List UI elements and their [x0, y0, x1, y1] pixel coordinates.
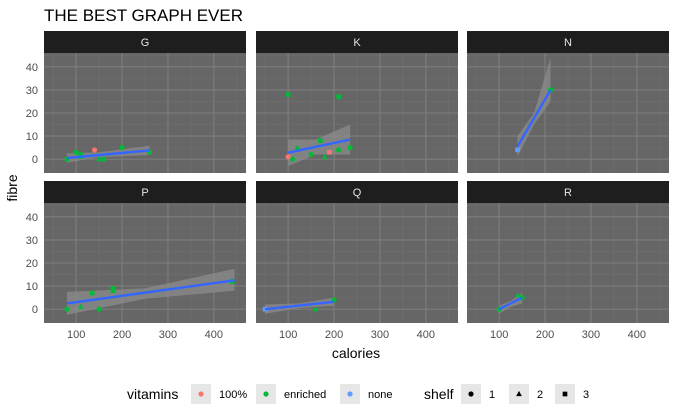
x-tick-label: 100	[67, 329, 85, 341]
facet-panel-g: G	[44, 31, 246, 173]
x-tick-label: 100	[490, 329, 508, 341]
y-tick-label: 30	[26, 235, 38, 247]
x-tick-label: 200	[536, 329, 554, 341]
data-point	[64, 306, 70, 312]
data-point	[96, 306, 102, 312]
y-tick-label: 0	[32, 304, 38, 316]
regression-line	[265, 300, 335, 311]
data-point	[290, 156, 296, 162]
data-point	[336, 147, 342, 153]
y-tick-label: 30	[26, 85, 38, 97]
x-tick-label: 100	[279, 329, 297, 341]
legend-key-square-marker	[562, 391, 568, 397]
legend-label: none	[368, 389, 392, 401]
regression-line	[287, 138, 351, 154]
x-tick-label: 200	[325, 329, 343, 341]
legend-key-none-marker	[347, 391, 353, 397]
data-point	[347, 145, 353, 150]
legend-key-100pct-marker	[198, 391, 204, 397]
data-point	[336, 94, 341, 100]
data-point	[101, 156, 107, 162]
facet-strip	[467, 31, 669, 53]
y-tick-label: 10	[26, 131, 38, 143]
x-tick-label: 400	[205, 329, 223, 341]
y-tick-label: 40	[26, 212, 38, 224]
y-tick-label: 20	[26, 108, 38, 120]
legend-label: 2	[537, 389, 543, 401]
x-tick-label: 300	[371, 329, 389, 341]
facet-strip-label: P	[141, 187, 148, 199]
y-tick-label: 10	[26, 281, 38, 293]
data-point	[308, 151, 314, 158]
x-tick-label: 400	[628, 329, 646, 341]
facet-strip	[467, 181, 669, 203]
data-point	[285, 154, 291, 160]
data-point	[89, 290, 95, 296]
data-point	[119, 145, 125, 151]
facet-panel-p: P	[44, 181, 246, 323]
y-tick-label: 20	[26, 258, 38, 270]
facet-strip-label: N	[564, 37, 572, 49]
data-point	[73, 149, 79, 155]
legend-title-shelf: shelf	[424, 386, 454, 402]
y-tick-label: 40	[26, 62, 38, 74]
data-point	[110, 286, 116, 291]
facet-panels: G K N P Q R	[44, 31, 669, 323]
data-point	[317, 138, 323, 144]
data-point	[519, 295, 525, 300]
facet-strip-label: R	[564, 187, 572, 199]
x-tick-label: 200	[113, 329, 131, 341]
y-axis-title: fibre	[4, 174, 20, 201]
x-axis-title: calories	[332, 345, 380, 361]
facet-strip	[44, 31, 246, 53]
facet-panel-r: R	[467, 181, 669, 323]
data-point	[77, 303, 84, 309]
facet-strip-label: K	[353, 37, 361, 49]
regression-line	[66, 279, 235, 305]
x-tick-label: 400	[417, 329, 435, 341]
data-point	[285, 92, 291, 97]
legend-key-triangle-marker	[516, 390, 522, 397]
legend-label: 1	[489, 389, 495, 401]
legend-key-circle-marker	[468, 391, 474, 397]
regression-line	[498, 296, 523, 311]
y-tick-label: 0	[32, 154, 38, 166]
data-point	[312, 306, 319, 312]
legend: vitamins 100% enriched none shelf 1 2 3	[127, 384, 589, 404]
data-point	[322, 153, 328, 159]
facet-panel-q: Q	[256, 181, 458, 323]
legend-key-enriched-marker	[263, 391, 269, 397]
x-tick-label: 300	[159, 329, 177, 341]
facet-panel-k: K	[256, 31, 458, 173]
legend-title-vitamins: vitamins	[127, 386, 178, 402]
facet-strip-label: Q	[353, 187, 362, 199]
legend-label: 3	[583, 389, 589, 401]
data-point	[327, 149, 332, 155]
facet-strip-label: G	[141, 37, 150, 49]
x-tick-label: 300	[582, 329, 600, 341]
facet-panel-n: N	[467, 31, 669, 173]
data-point	[294, 144, 301, 150]
facet-strip	[256, 181, 458, 203]
regression-line	[66, 149, 150, 160]
facet-strip	[256, 31, 458, 53]
data-point	[64, 156, 70, 162]
regression-line	[516, 89, 552, 148]
chart-title: THE BEST GRAPH EVER	[44, 6, 243, 25]
facet-strip	[44, 181, 246, 203]
data-point	[91, 147, 98, 153]
legend-label: 100%	[219, 389, 247, 401]
data-point	[147, 149, 152, 155]
data-point	[515, 147, 520, 153]
data-point	[514, 292, 521, 298]
data-point	[96, 156, 102, 162]
legend-label: enriched	[284, 389, 326, 401]
